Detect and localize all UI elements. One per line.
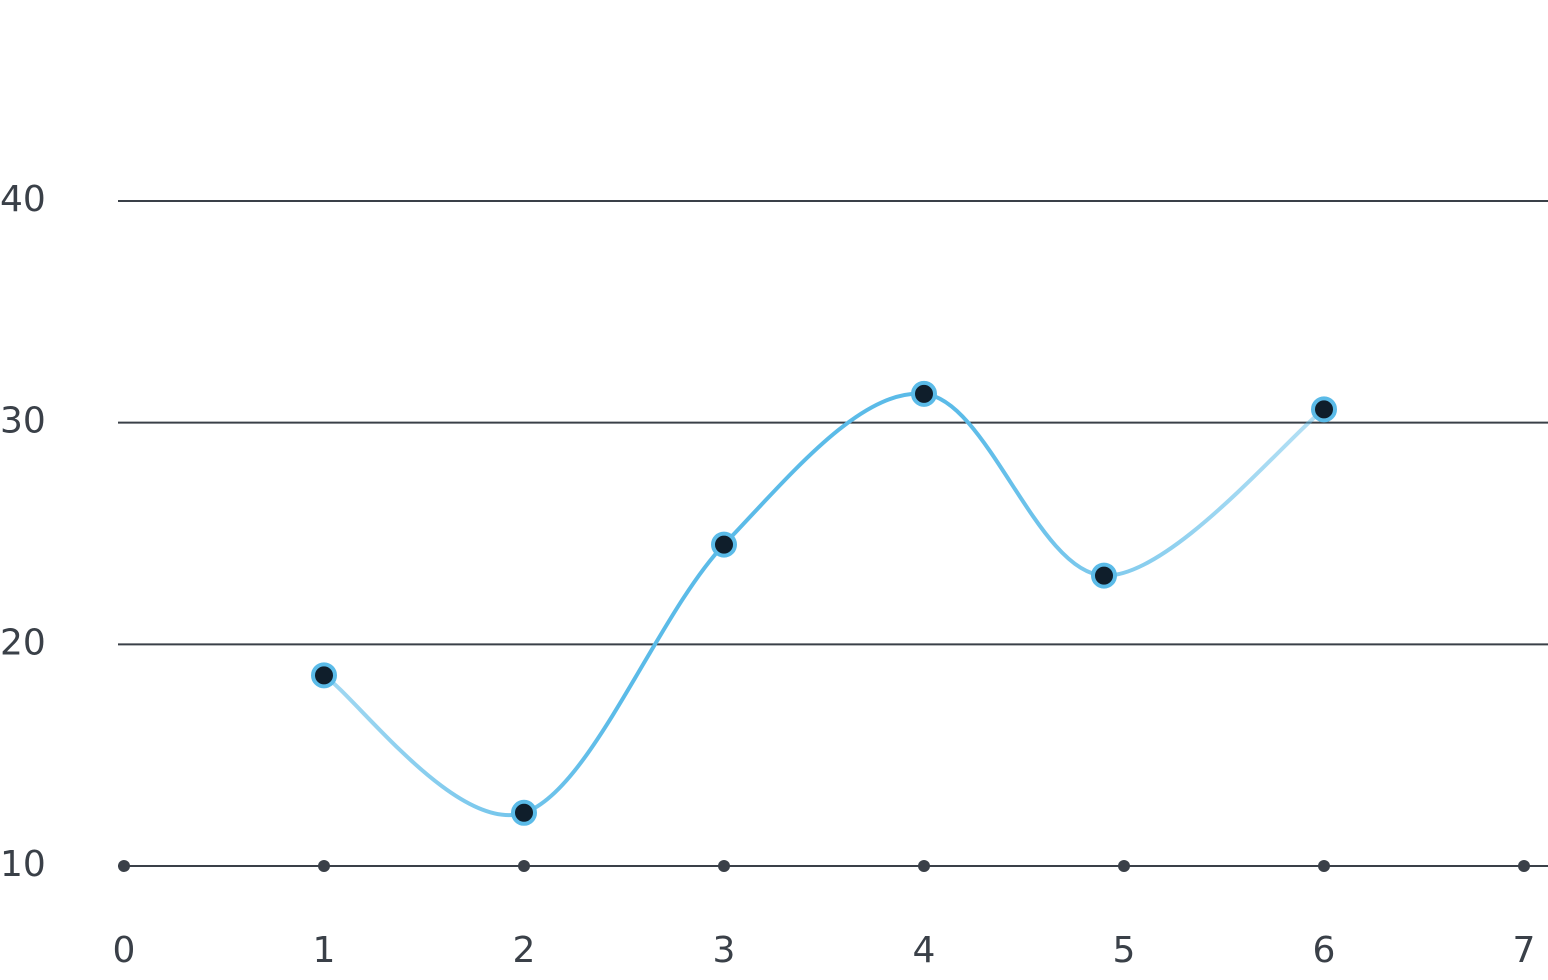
x-tick-label: 2: [513, 930, 536, 971]
x-tick-mark: [1118, 860, 1130, 872]
x-tick-label: 6: [1313, 930, 1336, 971]
point: [311, 662, 337, 689]
x-tick-mark: [718, 860, 730, 872]
x-tick-label: 7: [1513, 930, 1536, 971]
point: [1311, 396, 1337, 423]
y-tick-label: 30: [0, 401, 46, 442]
point: [511, 799, 537, 826]
x-tick-label: 5: [1113, 930, 1136, 971]
x-tick-label: 4: [913, 930, 936, 971]
point: [1091, 562, 1117, 589]
x-tick-label: 1: [313, 930, 336, 971]
x-tick-label: 0: [113, 930, 136, 971]
point: [711, 531, 737, 558]
line: [322, 391, 1326, 818]
y-tick-label: 10: [0, 844, 46, 885]
x-tick-mark: [518, 860, 530, 872]
y-tick-label: 40: [0, 179, 46, 220]
x-tick-mark: [1318, 860, 1330, 872]
x-tick-mark: [118, 860, 130, 872]
point: [911, 380, 937, 407]
x-tick-label: 3: [713, 930, 736, 971]
x-tick-mark: [918, 860, 930, 872]
y-tick-label: 20: [0, 622, 46, 663]
x-tick-mark: [1518, 860, 1530, 872]
x-tick-mark: [318, 860, 330, 872]
